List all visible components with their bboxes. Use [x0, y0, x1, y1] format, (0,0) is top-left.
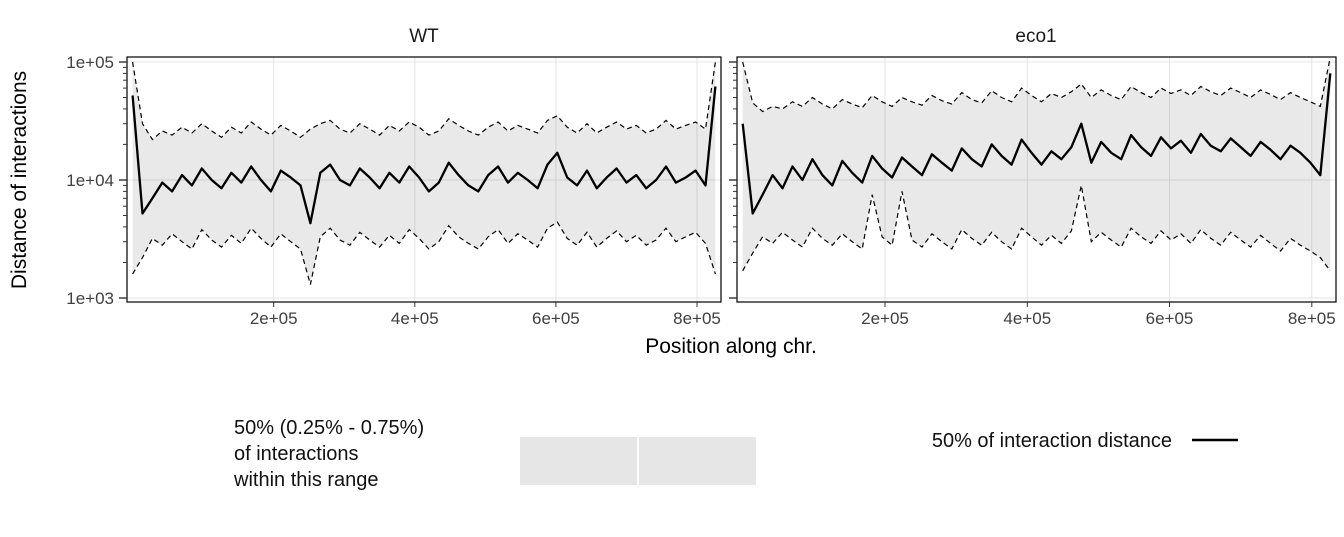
- legend-ribbon-swatch: [639, 437, 756, 485]
- y-tick-label: 1e+04: [66, 171, 114, 190]
- x-axis-ticks: 2e+05 4e+05 6e+05 8e+05: [250, 302, 721, 328]
- x-tick-label: 6e+05: [1146, 309, 1194, 328]
- median-line: [741, 73, 1332, 215]
- facet-label-wt: WT: [409, 26, 439, 47]
- x-tick-label: 2e+05: [861, 309, 909, 328]
- x-tick-label: 8e+05: [1288, 309, 1336, 328]
- x-tick-label: 4e+05: [391, 309, 439, 328]
- panel-geoms: [741, 57, 1332, 272]
- y-axis-title: Distance of interactions: [8, 71, 31, 289]
- panel-WT: 2e+05 4e+05 6e+05 8e+05: [119, 56, 722, 328]
- upper-quantile-line: [742, 57, 1331, 113]
- legend-ribbon-label-line2: of interactions: [234, 443, 359, 465]
- panel-eco1: 2e+05 4e+05 6e+05 8e+05: [729, 56, 1337, 328]
- panel-gridlines: [737, 57, 1336, 302]
- legend-ribbon-label-line3: within this range: [233, 469, 379, 491]
- quantile-ribbon: [742, 57, 1331, 271]
- y-axis-ticks: [729, 61, 737, 299]
- x-axis-ticks: 2e+05 4e+05 6e+05 8e+05: [861, 302, 1336, 328]
- x-tick-label: 8e+05: [673, 309, 721, 328]
- quantile-ribbon: [132, 62, 716, 285]
- lower-quantile-line: [742, 185, 1331, 272]
- x-tick-label: 4e+05: [1003, 309, 1051, 328]
- legend-line-label: 50% of interaction distance: [932, 430, 1172, 452]
- legend-ribbon-label-line1: 50% (0.25% - 0.75%): [234, 417, 424, 439]
- upper-quantile-line: [132, 61, 716, 141]
- facet-label-eco1: eco1: [1015, 26, 1056, 47]
- chart-panels: 2e+05 4e+05 6e+05 8e+05 2e+05 4e+05 6e+05 8e+05…: [66, 53, 1337, 328]
- y-axis-labels: 1e+03 1e+04 1e+05: [66, 53, 114, 308]
- median-line: [131, 86, 717, 225]
- y-tick-label: 1e+03: [66, 289, 114, 308]
- x-axis-title: Position along chr.: [645, 335, 817, 358]
- x-tick-label: 6e+05: [532, 309, 580, 328]
- panel-geoms: [131, 61, 717, 285]
- legend: 50% (0.25% - 0.75%) of interactions with…: [233, 417, 1238, 491]
- x-tick-label: 2e+05: [250, 309, 298, 328]
- legend-ribbon-swatch: [520, 437, 637, 485]
- y-tick-label: 1e+05: [66, 53, 114, 72]
- y-axis-ticks: [119, 61, 127, 299]
